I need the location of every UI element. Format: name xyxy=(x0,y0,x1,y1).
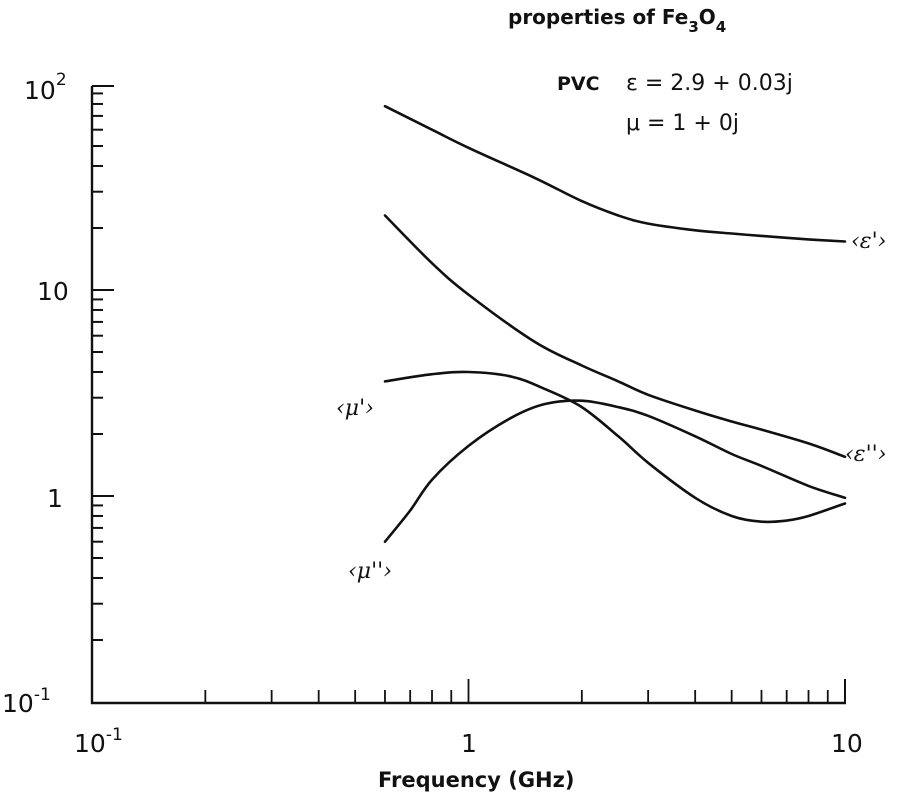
epsilon-double-prime-curve xyxy=(383,214,847,459)
y-tick-label-0.1: 10-1 xyxy=(2,685,51,718)
x-tick-labels: 10-1 1 10 xyxy=(74,725,863,758)
epsilon-prime-label: ‹ε'› xyxy=(851,229,886,254)
curve-labels: ‹ε'› ‹ε''› ‹μ'› ‹μ''› xyxy=(336,229,887,584)
y-tick-labels: 102 10 1 10-1 xyxy=(2,70,69,718)
epsilon-prime-curve xyxy=(383,104,847,243)
mu-double-prime-label: ‹μ''› xyxy=(348,559,392,584)
curves xyxy=(383,104,847,543)
y-ticks xyxy=(92,92,114,641)
x-tick-label-1: 1 xyxy=(461,729,477,758)
y-tick-label-100: 102 xyxy=(24,70,67,105)
x-axis-title: Frequency (GHz) xyxy=(378,768,574,792)
y-tick-label-1: 1 xyxy=(47,484,63,513)
epsilon-equation: ε = 2.9 + 0.03j xyxy=(626,71,793,96)
matrix-label: PVC xyxy=(557,73,600,95)
axes xyxy=(90,85,846,705)
mu-prime-label: ‹μ'› xyxy=(336,396,374,421)
mu-equation: μ = 1 + 0j xyxy=(626,111,739,136)
epsilon-double-prime-label: ‹ε''› xyxy=(845,442,887,467)
y-tick-label-10: 10 xyxy=(37,277,69,306)
chart-title: properties of Fe3O4 xyxy=(508,5,726,36)
x-tick-label-10: 10 xyxy=(831,729,863,758)
mu-prime-curve xyxy=(383,370,847,524)
title-block: properties of Fe3O4 PVC ε = 2.9 + 0.03j … xyxy=(508,5,793,136)
x-tick-label-0.1: 10-1 xyxy=(74,725,123,758)
x-ticks xyxy=(204,679,829,703)
mu-double-prime-curve xyxy=(383,399,847,543)
